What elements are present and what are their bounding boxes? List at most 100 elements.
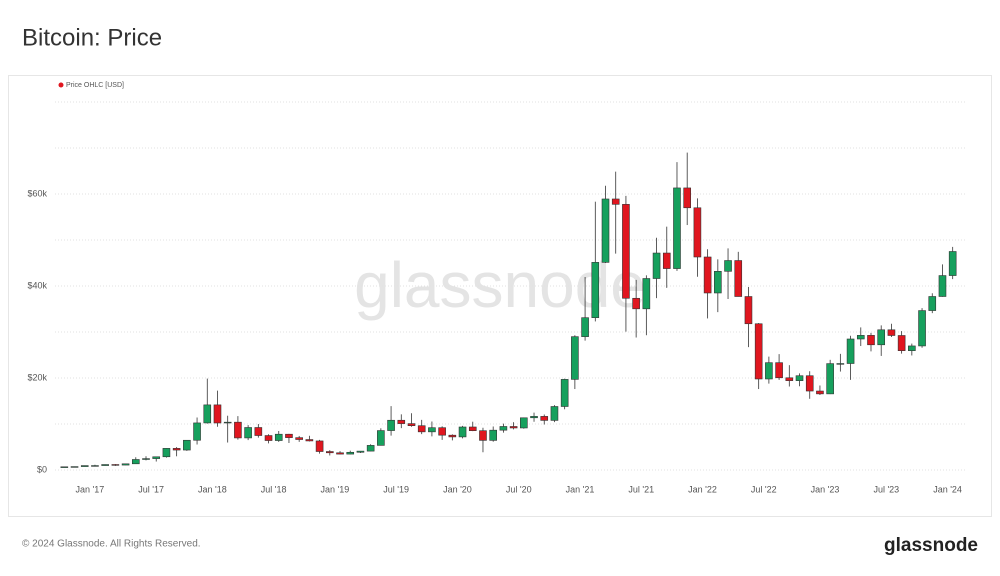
- candle-body: [407, 423, 416, 427]
- candle-body: [346, 451, 355, 455]
- candle-body: [581, 317, 589, 337]
- candle-body: [948, 251, 957, 276]
- candle-body: [877, 329, 886, 346]
- candle-body: [622, 204, 630, 299]
- candle-body: [336, 452, 344, 455]
- candle-body: [131, 459, 140, 465]
- x-tick-label: Jan '20: [443, 484, 472, 494]
- candle-body: [530, 416, 538, 419]
- candle-body: [734, 260, 743, 297]
- candle-body: [908, 345, 916, 351]
- candle-body: [765, 362, 773, 380]
- candle-body: [754, 323, 763, 380]
- candle-body: [254, 427, 263, 436]
- candle-body: [366, 445, 375, 452]
- candle-body: [867, 335, 875, 346]
- candle-body: [458, 426, 467, 438]
- candle-body: [928, 296, 937, 311]
- x-tick-label: Jul '22: [751, 484, 777, 494]
- candle-body: [377, 430, 385, 446]
- candle-body: [326, 451, 334, 454]
- candle-body: [285, 433, 293, 438]
- candle-body: [520, 417, 528, 429]
- candle-body: [152, 456, 161, 459]
- x-tick-label: Jul '17: [138, 484, 164, 494]
- candle-body: [744, 296, 753, 325]
- candle-body: [428, 427, 436, 433]
- candle-body: [489, 429, 497, 441]
- x-tick-label: Jan '19: [321, 484, 350, 494]
- candle-body: [162, 448, 171, 458]
- candle-body: [193, 422, 201, 441]
- x-tick-label: Jan '18: [198, 484, 227, 494]
- candle-body: [509, 426, 518, 429]
- x-tick-label: Jul '19: [383, 484, 409, 494]
- candle-body: [121, 463, 130, 466]
- candle-body: [550, 406, 559, 421]
- candle-body: [683, 187, 691, 209]
- candle-body: [918, 310, 926, 347]
- candle-body: [479, 430, 487, 441]
- candle-body: [775, 362, 783, 379]
- x-tick-label: Jul '23: [873, 484, 899, 494]
- candle-body: [826, 363, 834, 395]
- candle-body: [714, 271, 722, 294]
- candle-body: [91, 465, 99, 467]
- candle-body: [856, 335, 865, 340]
- logo: glassnode: [884, 535, 978, 556]
- x-tick-label: Jan '24: [933, 484, 962, 494]
- candle-body: [295, 437, 303, 440]
- copyright: © 2024 Glassnode. All Rights Reserved.: [22, 539, 201, 550]
- candle-body: [897, 335, 906, 351]
- x-tick-label: Jan '22: [688, 484, 717, 494]
- legend-marker: [58, 82, 64, 88]
- x-tick-label: Jan '17: [75, 484, 104, 494]
- y-tick-label: $40k: [27, 280, 47, 290]
- candle-body: [938, 275, 947, 297]
- candle-body: [795, 375, 804, 381]
- candle-body: [805, 375, 814, 392]
- candle-body: [632, 297, 640, 310]
- candle-body: [785, 377, 794, 381]
- candle-body: [315, 440, 324, 452]
- candle-body: [183, 439, 191, 451]
- candle-body: [448, 434, 457, 438]
- candle-body: [397, 419, 406, 424]
- candle-body: [468, 426, 477, 431]
- candle-body: [223, 421, 232, 424]
- x-tick-label: Jul '21: [628, 484, 654, 494]
- candle-body: [560, 379, 569, 407]
- candle-body: [142, 458, 150, 460]
- candle-body: [172, 448, 181, 451]
- candle-body: [70, 466, 79, 468]
- candle-body: [499, 426, 508, 431]
- page-title: Bitcoin: Price: [22, 24, 162, 51]
- candle-body: [60, 466, 69, 468]
- legend-label: Price OHLC [USD]: [66, 82, 124, 89]
- candle-body: [203, 404, 212, 424]
- candle-body: [662, 252, 671, 269]
- candle-body: [571, 336, 579, 380]
- candle-body: [601, 198, 610, 263]
- candle-body: [438, 427, 446, 436]
- candle-body: [305, 439, 314, 442]
- candle-body: [887, 329, 896, 336]
- candle-body: [387, 419, 395, 431]
- chart-panel: [8, 75, 992, 517]
- candle-body: [101, 464, 109, 466]
- y-tick-label: $20k: [27, 372, 47, 382]
- candle-body: [724, 260, 732, 272]
- x-tick-label: Jul '18: [261, 484, 287, 494]
- y-tick-label: $60k: [27, 188, 47, 198]
- x-tick-label: Jan '21: [566, 484, 595, 494]
- candle-body: [213, 404, 222, 424]
- y-tick-label: $0: [37, 464, 47, 474]
- x-tick-label: Jul '20: [506, 484, 532, 494]
- candle-body: [80, 465, 89, 467]
- candle-body: [846, 338, 855, 364]
- candle-body: [611, 198, 620, 205]
- x-tick-label: Jan '23: [811, 484, 840, 494]
- candle-body: [244, 427, 252, 439]
